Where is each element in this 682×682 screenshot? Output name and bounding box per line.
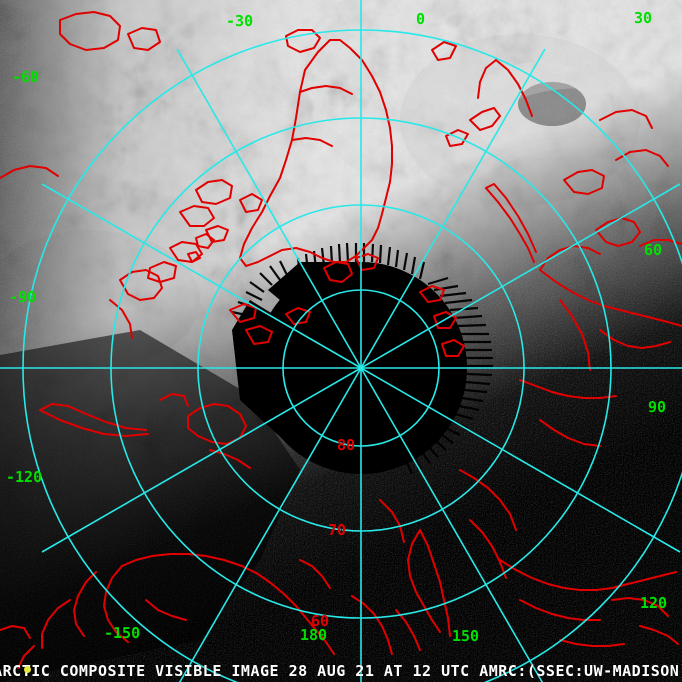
image-caption: ARCTIC COMPOSITE VISIBLE IMAGE 28 AUG 21… (0, 662, 682, 680)
lon-label-150: 150 (452, 627, 480, 645)
lon-label--120: -120 (6, 468, 43, 486)
lon-label-120: 120 (640, 594, 668, 612)
lon-label-0: 0 (416, 10, 426, 28)
lon-label--150: -150 (104, 624, 141, 642)
lon-label-30: 30 (634, 9, 653, 27)
lon-label-180: 180 (300, 626, 328, 644)
lon-label--60: -60 (12, 68, 40, 86)
station-marker-dot (24, 666, 31, 673)
lon-label--90: -90 (9, 288, 37, 306)
lon-label-60: 60 (644, 241, 663, 259)
lon-label--30: -30 (226, 12, 254, 30)
lat-label-60: 60 (311, 612, 330, 630)
lat-label-80: 80 (337, 436, 356, 454)
lat-label-70: 70 (328, 521, 347, 539)
lon-label-90: 90 (648, 398, 667, 416)
